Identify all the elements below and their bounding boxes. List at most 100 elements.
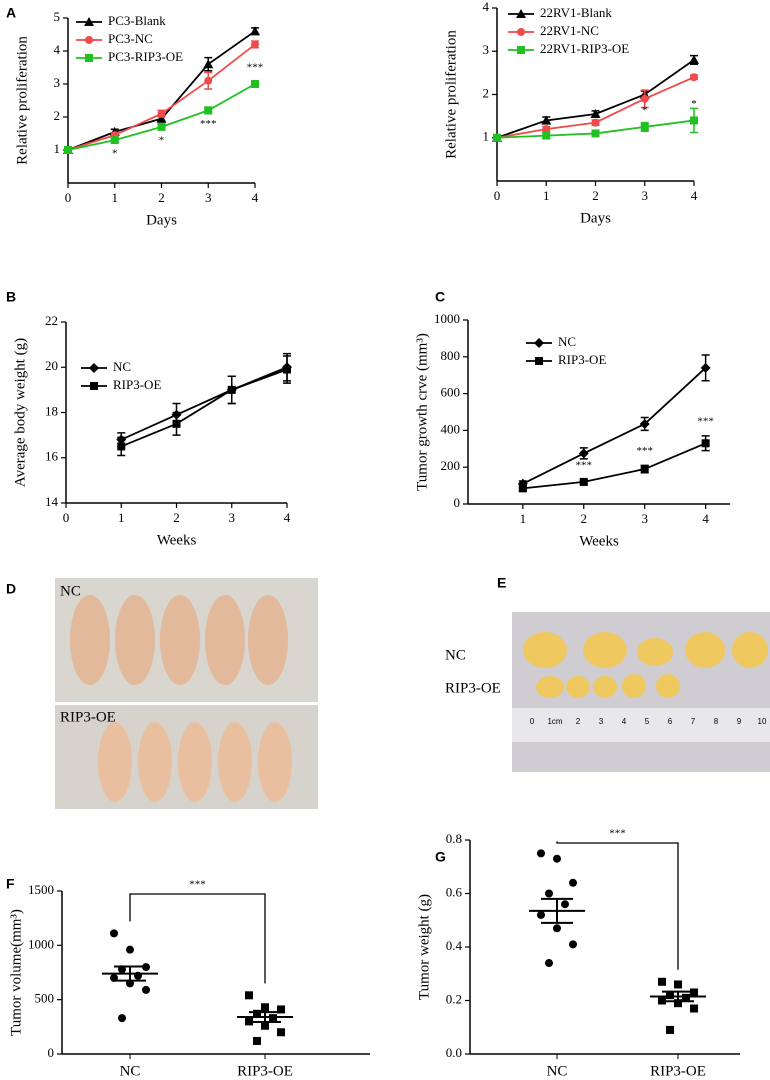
x-tick-label: 2 <box>581 511 588 526</box>
marker <box>682 993 690 1002</box>
y-tick-label: 3 <box>54 75 61 90</box>
x-tick-label: 3 <box>642 188 649 203</box>
significance: *** <box>636 445 653 457</box>
row-label: NC <box>60 583 81 599</box>
ruler-label: 4 <box>622 717 627 726</box>
marker <box>534 338 544 348</box>
marker <box>553 924 561 933</box>
y-tick-label: 0.8 <box>446 831 462 846</box>
marker <box>545 889 553 898</box>
series-line <box>120 366 288 441</box>
marker <box>689 54 699 64</box>
marker <box>578 448 589 459</box>
y-tick-label: 600 <box>441 385 461 400</box>
x-tick-label: 0 <box>63 510 70 525</box>
y-tick-label: 0 <box>48 1045 55 1060</box>
marker <box>535 357 543 365</box>
marker <box>157 122 166 131</box>
y-axis-label: Tumor volume(mm³) <box>8 909 24 1036</box>
x-tick-label: 1 <box>118 510 125 525</box>
y-tick-label: 2 <box>54 108 61 123</box>
marker <box>110 929 118 938</box>
legend-label: 22RV1-Blank <box>540 5 612 20</box>
marker <box>569 940 577 949</box>
marker <box>640 122 649 131</box>
row-label: RIP3-OE <box>445 680 501 696</box>
marker <box>690 116 698 125</box>
legend-label: NC <box>558 334 576 349</box>
panel-label: G <box>435 849 446 865</box>
marker <box>579 477 588 486</box>
panel-label: C <box>435 289 445 305</box>
marker <box>126 945 134 954</box>
y-tick-label: 5 <box>54 9 61 24</box>
y-tick-label: 3 <box>483 42 490 57</box>
y-axis-label: Relative proliferation <box>443 30 459 159</box>
row-label: NC <box>445 647 466 663</box>
x-tick-label: 2 <box>173 510 180 525</box>
significance-bracket <box>129 893 266 984</box>
marker <box>110 136 119 145</box>
ruler-label: 10 <box>758 717 767 726</box>
marker <box>516 9 526 18</box>
y-tick-label: 500 <box>35 991 55 1006</box>
row-label: RIP3-OE <box>60 709 116 725</box>
marker <box>537 849 545 858</box>
mice-illustration <box>70 595 292 802</box>
legend-label: RIP3-OE <box>558 352 606 367</box>
x-tick-label: RIP3-OE <box>237 1063 293 1079</box>
series-line <box>496 76 695 139</box>
significance: *** <box>247 62 264 74</box>
sem-bar <box>541 897 573 924</box>
marker <box>542 131 551 140</box>
y-tick-label: 14 <box>45 494 59 509</box>
sem-bar <box>249 1011 281 1023</box>
marker <box>591 129 600 138</box>
x-tick-label: 0 <box>65 190 72 205</box>
marker <box>203 59 214 69</box>
legend-label: PC3-NC <box>108 31 153 46</box>
y-tick-label: 0 <box>454 495 461 510</box>
marker <box>553 854 561 863</box>
legend-label: PC3-Blank <box>108 13 166 28</box>
panel-label: D <box>6 581 16 597</box>
marker <box>674 999 682 1008</box>
significance: *** <box>697 415 714 427</box>
marker <box>142 985 150 994</box>
ruler-label: 3 <box>599 717 604 726</box>
y-tick-label: 0.6 <box>446 884 463 899</box>
series-line <box>522 442 706 490</box>
x-tick-label: 4 <box>691 188 698 203</box>
marker <box>250 26 260 36</box>
panel-label: F <box>6 876 15 892</box>
ruler-label: 1cm <box>547 717 562 726</box>
x-tick-label: 4 <box>284 510 291 525</box>
ruler-label: 8 <box>714 717 719 726</box>
marker <box>658 977 666 986</box>
ruler <box>512 708 770 742</box>
marker <box>700 362 711 373</box>
sem-bar <box>662 990 694 1003</box>
marker <box>261 1021 269 1030</box>
ruler-label: 7 <box>691 717 696 726</box>
y-tick-label: 1 <box>483 129 490 144</box>
marker <box>64 146 72 154</box>
significance: *** <box>189 879 206 891</box>
x-tick-label: 1 <box>520 511 527 526</box>
x-axis-label: Days <box>580 210 611 226</box>
legend-label: RIP3-OE <box>113 377 161 392</box>
y-tick-label: 18 <box>45 403 58 418</box>
series-line <box>522 367 707 485</box>
marker <box>204 106 213 115</box>
x-tick-label: NC <box>120 1063 141 1079</box>
x-tick-label: 2 <box>158 190 165 205</box>
marker <box>251 40 259 49</box>
marker <box>117 442 126 451</box>
marker <box>283 365 291 374</box>
y-tick-label: 1000 <box>28 936 54 951</box>
marker <box>172 419 181 428</box>
y-axis-label: Relative proliferation <box>14 36 30 165</box>
y-tick-label: 20 <box>45 358 58 373</box>
x-tick-label: RIP3-OE <box>650 1063 706 1079</box>
x-axis-label: Weeks <box>157 532 197 548</box>
